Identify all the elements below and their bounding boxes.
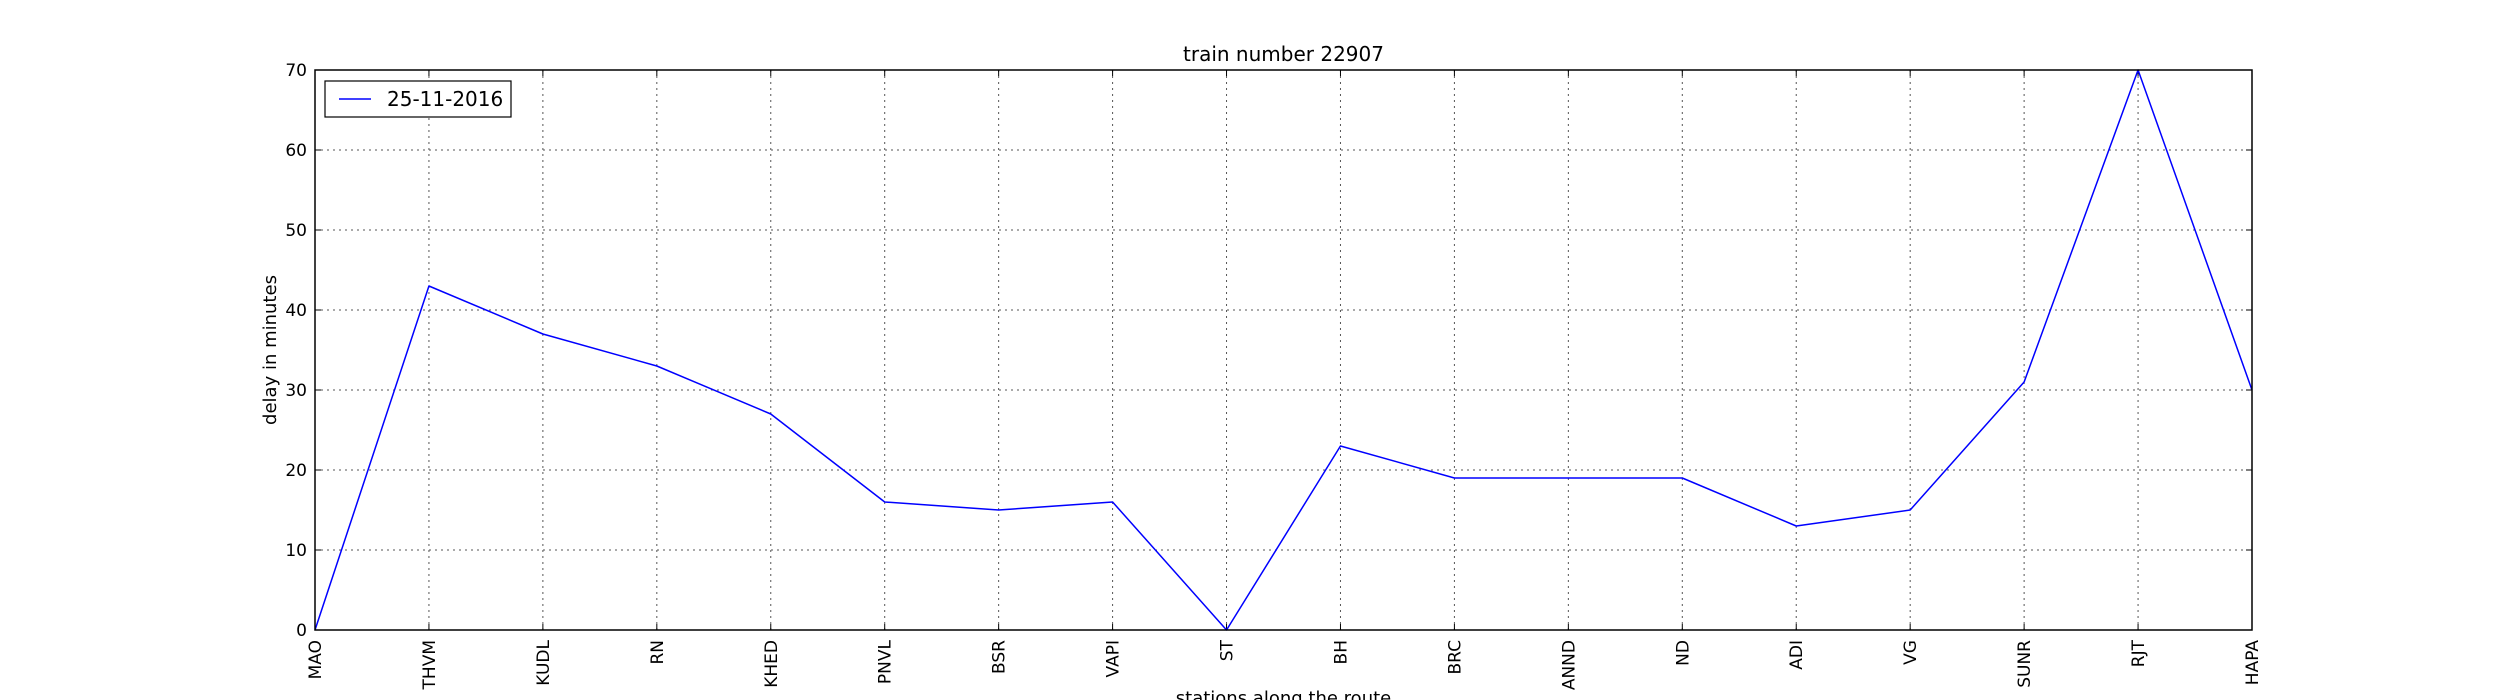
y-tick-label: 20 <box>285 461 307 481</box>
x-axis-label: stations along the route <box>1176 688 1391 700</box>
x-tick-label: THVM <box>420 640 440 690</box>
legend-entry: 25-11-2016 <box>387 87 503 111</box>
x-tick-label: ND <box>1673 640 1693 666</box>
x-tick-label: MAO <box>306 640 326 679</box>
x-tick-label: ANND <box>1559 640 1579 690</box>
y-tick-label: 30 <box>285 381 307 401</box>
y-tick-label: 10 <box>285 541 307 561</box>
x-tick-label: VAPI <box>1104 640 1124 677</box>
x-tick-label: VG <box>1901 640 1921 665</box>
x-tick-label: BRC <box>1445 640 1465 675</box>
chart-title: train number 22907 <box>1183 42 1384 66</box>
axis-ticks: MAO THVM KUDL RN KHED PNVL BSR VAPI ST BH BRC ANND N… <box>285 61 2263 690</box>
y-tick-label: 40 <box>285 301 307 321</box>
series-layer <box>314 69 2253 631</box>
x-tick-label: KHED <box>762 640 782 688</box>
x-tick-label: BH <box>1331 640 1351 664</box>
x-tick-label: KUDL <box>534 639 554 685</box>
x-tick-label: PNVL <box>876 639 896 684</box>
y-tick-label: 60 <box>285 141 307 161</box>
legend: 25-11-2016 <box>324 80 512 118</box>
series-line <box>314 69 2253 631</box>
plot-frame <box>314 69 2253 631</box>
x-tick-label: HAPA <box>2243 640 2263 686</box>
y-tick-label: 50 <box>285 221 307 241</box>
x-tick-label: SUNR <box>2015 640 2035 688</box>
x-tick-label: RN <box>648 640 668 665</box>
x-tick-label: ST <box>1218 639 1238 661</box>
grid <box>314 69 2253 631</box>
x-tick-label: ADI <box>1787 640 1807 670</box>
x-tick-label: RJT <box>2129 639 2149 667</box>
x-tick-label: BSR <box>990 640 1010 674</box>
y-tick-label: 0 <box>296 621 307 641</box>
y-tick-label: 70 <box>285 61 307 81</box>
y-axis-label: delay in minutes <box>260 275 281 425</box>
